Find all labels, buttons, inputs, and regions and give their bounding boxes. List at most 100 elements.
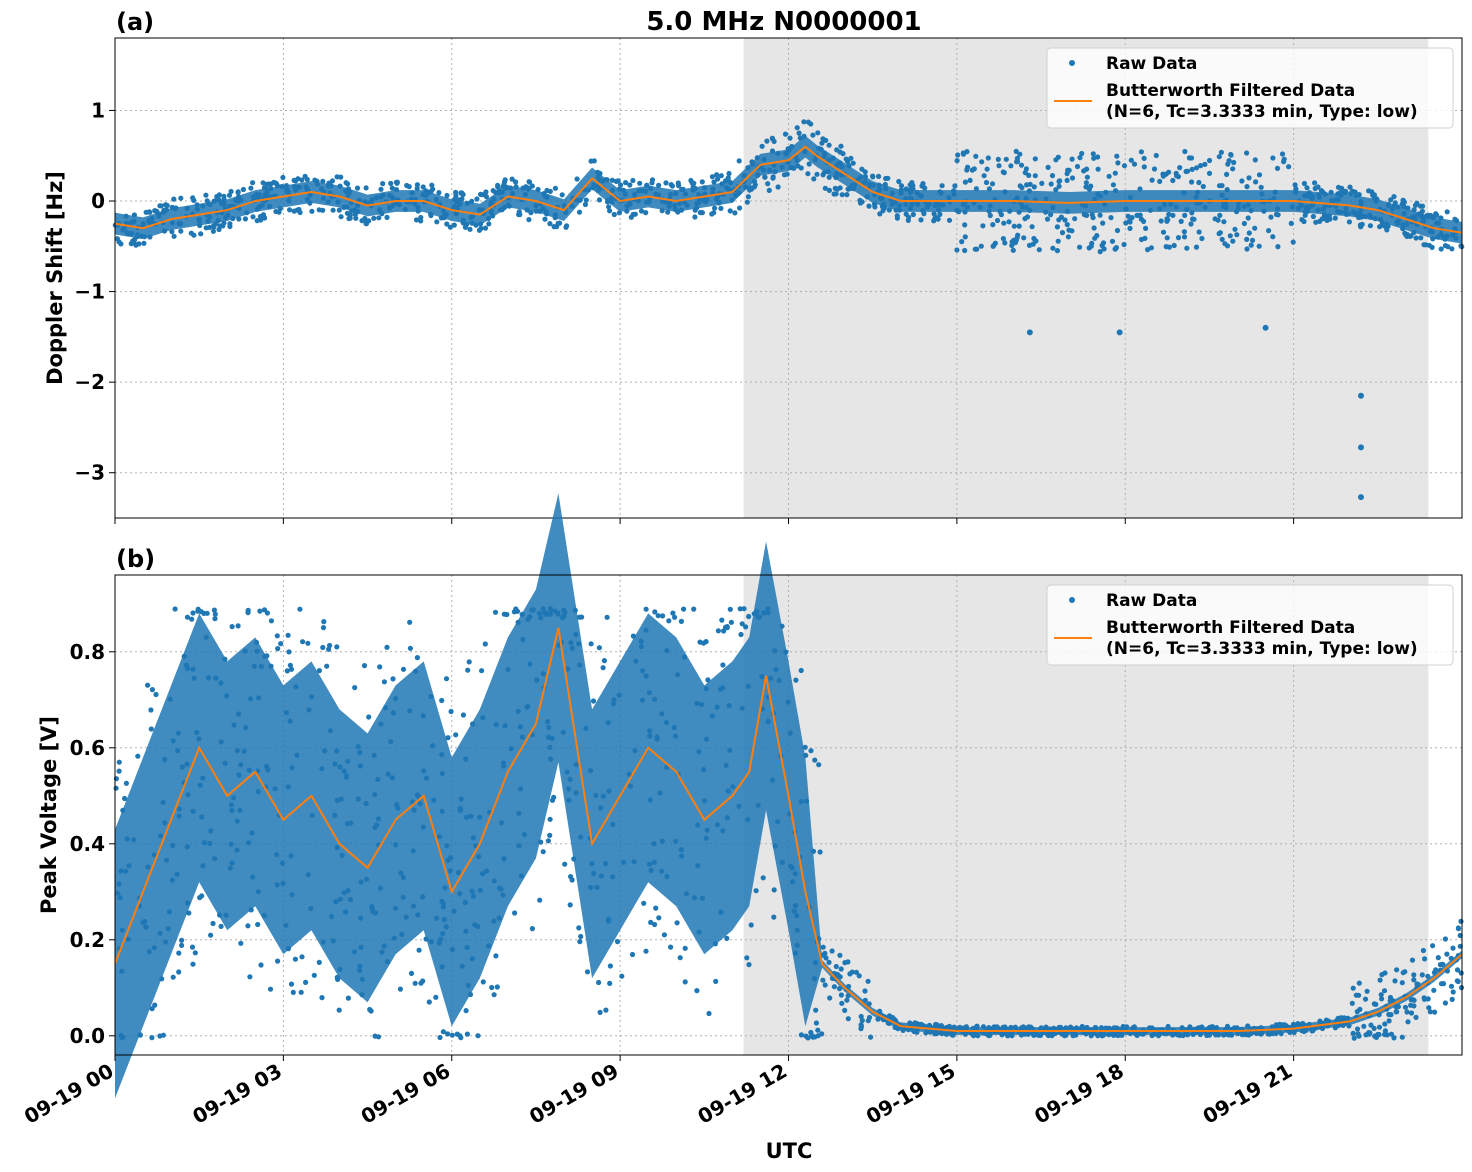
raw-data-point bbox=[643, 948, 649, 954]
legend-raw-marker-a bbox=[1069, 60, 1075, 66]
raw-data-point bbox=[1274, 165, 1281, 171]
raw-data-point bbox=[320, 625, 327, 631]
raw-data-point bbox=[596, 645, 603, 651]
raw-data-point bbox=[827, 995, 833, 1001]
raw-data-point bbox=[1256, 243, 1262, 249]
raw-data-point bbox=[1448, 983, 1455, 989]
raw-data-point bbox=[838, 143, 844, 149]
raw-data-point bbox=[1321, 216, 1327, 222]
raw-data-point bbox=[1244, 150, 1250, 156]
raw-data-point bbox=[172, 606, 178, 612]
raw-data-point bbox=[1230, 238, 1236, 244]
raw-data-point bbox=[384, 644, 390, 650]
raw-data-point bbox=[718, 173, 724, 179]
raw-data-point bbox=[1275, 212, 1281, 218]
raw-data-point bbox=[299, 954, 305, 960]
raw-data-point bbox=[577, 939, 583, 945]
raw-data-point bbox=[1101, 246, 1107, 252]
raw-data-point bbox=[1399, 1034, 1405, 1040]
raw-data-point bbox=[820, 944, 826, 950]
raw-data-point bbox=[1409, 957, 1416, 963]
raw-data-point bbox=[1069, 175, 1076, 181]
raw-data-point bbox=[1191, 216, 1197, 222]
raw-data-point bbox=[451, 222, 457, 228]
raw-data-point bbox=[429, 182, 435, 188]
raw-data-point bbox=[794, 125, 800, 131]
legend-a: Raw Data Butterworth Filtered Data (N=6,… bbox=[1046, 47, 1454, 129]
raw-data-point bbox=[1015, 232, 1021, 238]
raw-data-point bbox=[413, 217, 420, 223]
raw-data-point bbox=[1382, 1028, 1388, 1034]
raw-data-point bbox=[728, 619, 735, 625]
raw-data-point bbox=[190, 610, 196, 616]
raw-data-point bbox=[859, 166, 865, 172]
raw-data-point bbox=[554, 224, 560, 230]
raw-data-point bbox=[1234, 232, 1240, 238]
raw-data-point bbox=[1391, 194, 1397, 200]
raw-data-point bbox=[903, 211, 909, 217]
raw-data-point bbox=[838, 992, 845, 998]
raw-data-point bbox=[609, 177, 616, 183]
raw-data-point bbox=[1419, 208, 1425, 214]
raw-data-point bbox=[766, 187, 772, 193]
raw-data-point bbox=[1310, 213, 1316, 220]
raw-data-point bbox=[984, 166, 990, 172]
raw-data-point bbox=[1141, 218, 1147, 224]
raw-data-point bbox=[1379, 996, 1385, 1002]
raw-data-point bbox=[1246, 230, 1252, 236]
raw-data-point bbox=[1006, 219, 1012, 225]
raw-data-point bbox=[1377, 224, 1383, 230]
raw-data-point bbox=[414, 182, 420, 188]
raw-data-point bbox=[1036, 247, 1042, 253]
raw-data-point bbox=[459, 196, 465, 202]
raw-data-point bbox=[547, 816, 553, 822]
raw-data-point bbox=[1275, 244, 1281, 250]
raw-data-point bbox=[1206, 170, 1213, 176]
raw-data-point bbox=[218, 923, 224, 930]
raw-data-point bbox=[1392, 200, 1398, 206]
raw-data-point bbox=[381, 679, 387, 685]
raw-data-point bbox=[1196, 229, 1202, 235]
raw-data-point bbox=[1244, 184, 1250, 190]
raw-data-point bbox=[1121, 163, 1128, 169]
raw-data-point bbox=[407, 619, 413, 625]
raw-data-point bbox=[655, 613, 661, 619]
raw-data-point bbox=[582, 201, 589, 208]
raw-data-point bbox=[1013, 148, 1019, 154]
raw-data-point bbox=[1370, 192, 1376, 198]
raw-data-point bbox=[457, 1033, 463, 1039]
raw-data-point bbox=[1219, 236, 1225, 242]
raw-data-point bbox=[885, 175, 891, 181]
raw-data-point bbox=[1009, 239, 1015, 245]
raw-data-point bbox=[547, 221, 553, 227]
raw-data-point bbox=[1346, 219, 1352, 225]
raw-data-point bbox=[979, 159, 985, 165]
raw-data-point bbox=[638, 208, 645, 214]
raw-data-point bbox=[1391, 1035, 1397, 1041]
raw-data-point bbox=[973, 186, 980, 192]
raw-data-point bbox=[709, 211, 715, 217]
raw-data-point bbox=[453, 193, 459, 199]
raw-data-point bbox=[1189, 179, 1195, 185]
raw-data-point bbox=[1217, 212, 1223, 218]
raw-data-point bbox=[844, 997, 850, 1003]
raw-data-point bbox=[746, 962, 752, 968]
raw-data-point bbox=[1381, 988, 1388, 994]
raw-data-point bbox=[1212, 216, 1218, 222]
raw-data-point bbox=[1077, 155, 1083, 161]
raw-data-point bbox=[946, 217, 953, 223]
raw-data-point bbox=[691, 606, 697, 612]
raw-data-point bbox=[848, 155, 854, 161]
raw-data-point bbox=[1388, 197, 1394, 203]
raw-data-point bbox=[894, 213, 900, 219]
raw-data-point bbox=[1184, 245, 1190, 251]
legend-b: Raw Data Butterworth Filtered Data (N=6,… bbox=[1046, 584, 1454, 666]
raw-data-point bbox=[1134, 212, 1140, 218]
raw-data-point bbox=[955, 152, 961, 158]
raw-data-point bbox=[1413, 235, 1419, 241]
raw-data-point bbox=[1029, 224, 1035, 230]
raw-data-point bbox=[787, 135, 793, 141]
raw-data-point bbox=[221, 193, 227, 199]
raw-data-point bbox=[1193, 244, 1200, 250]
raw-data-point bbox=[330, 207, 336, 213]
